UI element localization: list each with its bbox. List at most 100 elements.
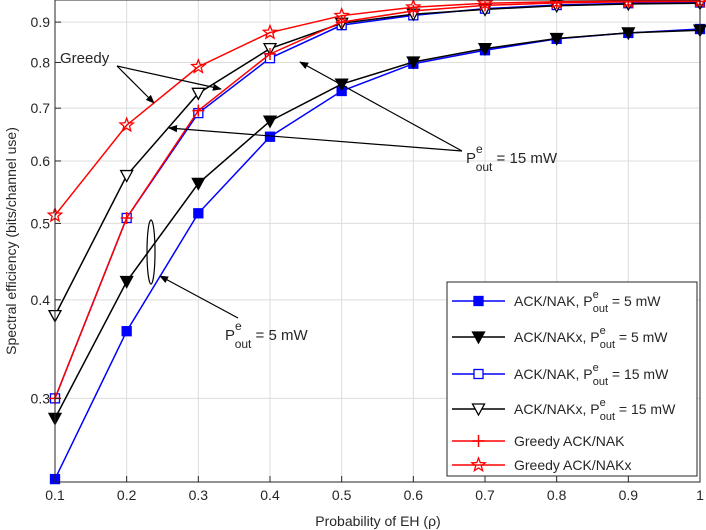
y-tick-label: 0.8 [31, 54, 51, 70]
data-point [549, 32, 564, 46]
legend-label-prefix: ACK/NAK, P [514, 293, 593, 309]
data-point [621, 27, 636, 41]
data-point [479, 0, 491, 12]
data-point [120, 211, 133, 224]
legend-label-prefix: Greedy ACK/NAKx [514, 457, 632, 473]
data-point [119, 169, 134, 183]
y-tick-label: 0.7 [31, 100, 51, 116]
series-line [54, 2, 701, 316]
data-point [261, 23, 279, 40]
annotation-greedy: Greedy [60, 50, 110, 67]
data-point [121, 326, 132, 337]
legend-entry: ACK/NAKx, Pe out = 5 mW [452, 325, 668, 351]
data-point [119, 275, 134, 289]
y-tick-label: 0.3 [31, 390, 51, 406]
series-5 [46, 0, 706, 223]
x-tick-label: 0.8 [547, 487, 567, 503]
legend-entry: ACK/NAKx, Pe out = 15 mW [452, 397, 676, 423]
arrow-greedy-2 [116, 65, 222, 91]
annotation-p5-sub: out [235, 337, 252, 351]
y-tick-label: 0.9 [31, 14, 51, 30]
annotation-p15-suffix: = 15 mW [492, 150, 557, 167]
data-point [621, 0, 635, 9]
legend-label-sub: out [593, 303, 608, 315]
y-tick-label: 0.6 [31, 153, 51, 169]
legend-marker [473, 368, 484, 380]
annotation-p5-sup: e [235, 319, 242, 333]
arrow-p5 [159, 275, 239, 319]
legend-marker [471, 403, 486, 417]
data-point [476, 0, 494, 11]
y-tick-label: 0.5 [31, 215, 51, 231]
legend-box [446, 281, 698, 477]
data-point [406, 56, 421, 70]
legend-entry: Greedy ACK/NAK [452, 433, 625, 449]
legend-label: ACK/NAK, Pe out = 5 mW [514, 289, 661, 315]
data-point [264, 47, 276, 60]
x-tick-label: 0.9 [619, 487, 639, 503]
legend-label: Greedy ACK/NAKx [514, 457, 632, 473]
annotation-p15-sup: e [476, 142, 483, 156]
series-line [54, 0, 701, 399]
y-axis-label: Spectral efficiency (bits/channel use) [3, 127, 19, 355]
legend-marker [471, 331, 486, 345]
annotation-p15-prefix: P [466, 150, 476, 167]
x-tick-label: 0.3 [189, 487, 209, 503]
ticks: 0.1 0.2 0.3 0.4 0.5 0.6 0.7 0.8 0.9 1 0.3 0.4 0.5 0.6… [31, 14, 705, 503]
legend-entry: ACK/NAK, Pe out = 15 mW [452, 362, 669, 388]
x-tick-label: 0.4 [260, 487, 280, 503]
annotation-p5-suffix: = 5 mW [251, 327, 308, 344]
legend-marker [470, 456, 487, 473]
arrow-p15-2 [299, 61, 463, 152]
x-tick-label: 0.5 [332, 487, 352, 503]
legend-label-prefix: ACK/NAKx, P [514, 329, 600, 345]
arrow-p15-1 [168, 125, 463, 152]
legend-label: ACK/NAKx, Pe out = 5 mW [514, 325, 668, 351]
data-point [118, 116, 136, 133]
legend-label: Greedy ACK/NAK [514, 433, 625, 449]
legend-entry: ACK/NAK, Pe out = 5 mW [452, 289, 661, 315]
y-tick-label: 0.4 [31, 292, 51, 308]
data-point [404, 0, 422, 15]
data-point [550, 0, 563, 9]
legend-label-sup: e [593, 289, 599, 301]
legend-label-prefix: ACK/NAKx, P [514, 401, 600, 417]
annotation-p15: Pe out = 15 mW [466, 142, 558, 174]
annotation-p15-sub: out [476, 160, 493, 174]
data-point [477, 42, 493, 56]
data-point [189, 57, 207, 74]
legend-entry: Greedy ACK/NAKx [452, 456, 632, 473]
legend-marker [473, 295, 484, 307]
legend-label-sub: out [600, 339, 615, 351]
data-point [191, 177, 206, 191]
annotations: Greedy Pe out = 15 mW Pe out = 5 mW [60, 50, 558, 351]
x-tick-label: 1 [696, 487, 704, 503]
legend-label-sup: e [600, 397, 606, 409]
series-line [54, 0, 701, 216]
legend-label-sub: out [593, 376, 608, 388]
data-point [333, 6, 351, 23]
x-tick-label: 0.2 [117, 487, 137, 503]
legend-marker [472, 435, 485, 447]
legend-label-sub: out [600, 411, 615, 423]
annotation-p5-prefix: P [225, 327, 235, 344]
legend-label-suffix: = 5 mW [615, 329, 668, 345]
x-tick-label: 0.1 [45, 487, 65, 503]
data-point [549, 0, 564, 9]
x-tick-label: 0.7 [475, 487, 495, 503]
x-tick-label: 0.6 [404, 487, 424, 503]
series-line [54, 29, 701, 419]
data-point [262, 115, 278, 129]
legend-label: ACK/NAK, Pe out = 15 mW [514, 362, 669, 388]
legend-label-suffix: = 15 mW [608, 366, 669, 382]
arrow-greedy-1 [116, 65, 155, 104]
data-point [192, 104, 205, 117]
plot-frame [54, 0, 701, 483]
legend-label-sup: e [600, 325, 606, 337]
legend-label-suffix: = 5 mW [608, 293, 661, 309]
legend-label-prefix: Greedy ACK/NAK [514, 433, 625, 449]
annotation-p5-ellipse [146, 219, 156, 285]
legend-label-suffix: = 15 mW [615, 401, 676, 417]
